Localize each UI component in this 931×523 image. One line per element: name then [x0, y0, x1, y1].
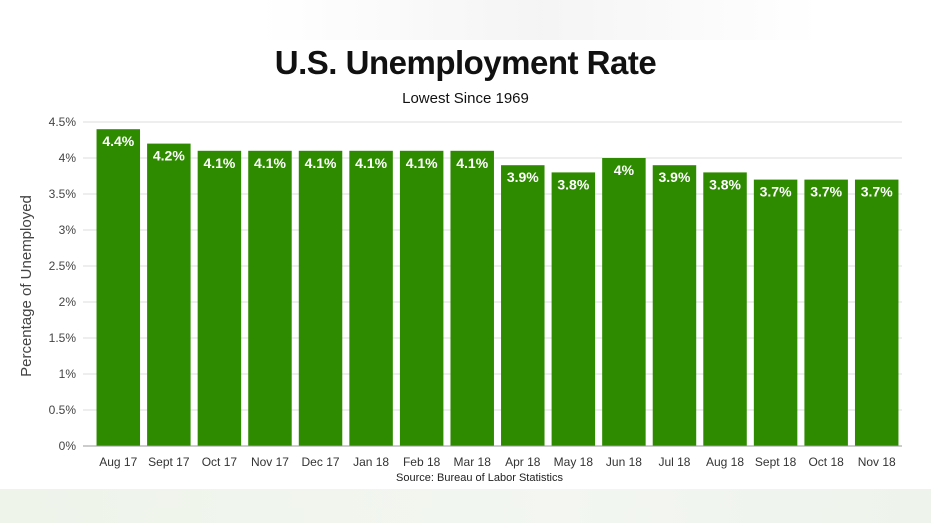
x-axis-tick-labels: Aug 17 Sept 17 Oct 17 Nov 17 Dec 17 Jan 18 Feb… — [99, 455, 896, 469]
chart-subtitle: Lowest Since 1969 — [402, 90, 529, 107]
bar — [298, 150, 343, 447]
bar — [804, 179, 848, 446]
y-tick-label: 0% — [59, 439, 77, 453]
bar — [652, 165, 697, 446]
y-tick-label: 3.5% — [49, 187, 77, 201]
x-tick-label: Nov 17 — [251, 455, 289, 469]
x-tick-label: Feb 18 — [403, 455, 441, 469]
y-tick-label: 4.5% — [49, 115, 77, 129]
bar — [450, 150, 494, 447]
bottom-background-fade — [0, 489, 931, 523]
bar — [854, 179, 899, 446]
y-tick-label: 0.5% — [49, 403, 77, 417]
bar-value-label: 4% — [614, 162, 635, 178]
bar — [753, 179, 798, 446]
bar — [96, 129, 141, 446]
x-tick-label: Dec 17 — [302, 455, 340, 469]
bar — [197, 150, 242, 447]
bar-value-label: 3.8% — [557, 176, 589, 192]
x-tick-label: Jan 18 — [353, 455, 389, 469]
x-tick-label: Aug 18 — [706, 455, 744, 469]
bar-value-label: 4.1% — [305, 155, 337, 171]
x-tick-label: Jun 18 — [606, 455, 642, 469]
y-tick-label: 1% — [59, 367, 77, 381]
y-axis-title: Percentage of Unemployed — [18, 195, 35, 377]
bar-value-label: 4.1% — [203, 155, 235, 171]
x-tick-label: Sept 18 — [755, 455, 797, 469]
bar — [399, 150, 444, 447]
x-tick-label: Nov 18 — [858, 455, 896, 469]
bar — [703, 172, 747, 446]
bar — [551, 172, 596, 446]
bar — [602, 158, 646, 446]
bar-value-label: 4.2% — [153, 148, 185, 164]
x-tick-label: Sept 17 — [148, 455, 190, 469]
x-tick-label: Oct 18 — [808, 455, 844, 469]
source-note: Source: Bureau of Labor Statistics — [396, 472, 563, 484]
chart-title: U.S. Unemployment Rate — [274, 44, 657, 81]
bar-value-label: 4.1% — [355, 155, 387, 171]
y-tick-label: 2% — [59, 295, 77, 309]
bar — [349, 150, 393, 447]
bar-value-label: 3.7% — [810, 184, 842, 200]
bar — [501, 165, 545, 446]
top-background-fade — [260, 0, 820, 40]
x-tick-label: Apr 18 — [505, 455, 541, 469]
bar-value-label: 3.9% — [659, 169, 691, 185]
bar-value-label: 4.1% — [456, 155, 488, 171]
bar-value-label: 4.1% — [254, 155, 286, 171]
x-tick-label: Oct 17 — [202, 455, 238, 469]
bar — [248, 150, 292, 447]
bar-value-label: 3.7% — [861, 184, 893, 200]
bar-data-labels: 4.4% 4.2% 4.1% 4.1% 4.1% 4.1% 4.1% 4.1% 3.9% 3.8%… — [102, 133, 893, 199]
y-tick-label: 3% — [59, 223, 77, 237]
bar-value-label: 3.8% — [709, 176, 741, 192]
y-tick-label: 4% — [59, 151, 77, 165]
bars — [96, 129, 899, 447]
x-tick-label: Mar 18 — [454, 455, 492, 469]
x-tick-label: Aug 17 — [99, 455, 137, 469]
x-tick-label: Jul 18 — [658, 455, 690, 469]
bar-value-label: 4.4% — [102, 133, 134, 149]
bar-value-label: 3.9% — [507, 169, 539, 185]
y-tick-label: 2.5% — [49, 259, 77, 273]
y-axis-tick-labels: 0% 0.5% 1% 1.5% 2% 2.5% 3% 3.5% 4% 4.5% — [49, 115, 77, 453]
bar-value-label: 3.7% — [760, 184, 792, 200]
y-tick-label: 1.5% — [49, 331, 77, 345]
bar-value-label: 4.1% — [406, 155, 438, 171]
x-tick-label: May 18 — [554, 455, 594, 469]
bar — [147, 143, 191, 446]
